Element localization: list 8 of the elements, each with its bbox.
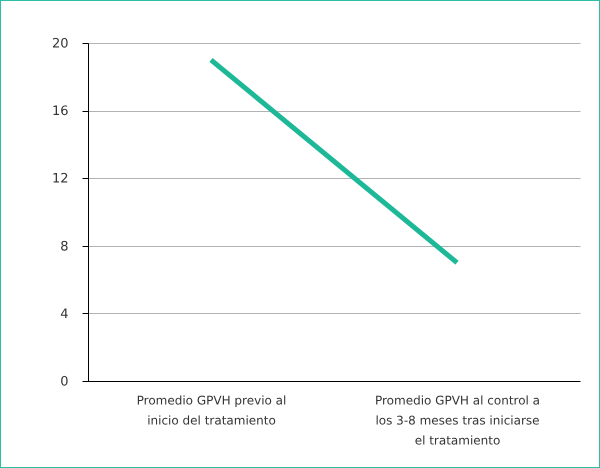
y-tick-label: 16 (52, 104, 68, 120)
y-tick-label: 12 (52, 172, 68, 187)
x-tick-label: Promedio GPVH al control a los 3-8 meses tras iniciarse el tratamiento (374, 394, 540, 448)
y-tick-label: 4 (60, 306, 68, 322)
y-tick-label: 20 (52, 36, 68, 52)
y-tick-label: 0 (60, 374, 68, 390)
y-tick-label: 8 (60, 239, 68, 254)
x-tick-label: Promedio GPVH previo al inicio del tratamiento (136, 394, 286, 428)
